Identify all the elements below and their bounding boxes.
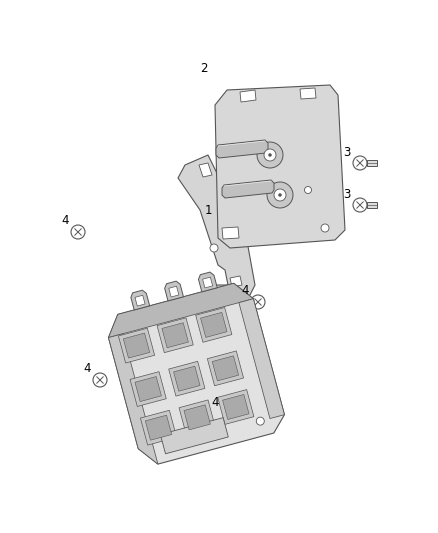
Text: 1: 1: [204, 204, 212, 216]
Text: 4: 4: [241, 284, 249, 296]
Polygon shape: [173, 366, 200, 391]
Polygon shape: [216, 140, 268, 158]
Polygon shape: [198, 272, 217, 292]
Circle shape: [304, 187, 311, 193]
Polygon shape: [178, 155, 255, 295]
Circle shape: [321, 224, 329, 232]
Circle shape: [257, 142, 283, 168]
Polygon shape: [201, 312, 227, 337]
Polygon shape: [184, 405, 210, 430]
Polygon shape: [169, 286, 179, 297]
Polygon shape: [135, 376, 161, 401]
Polygon shape: [157, 318, 193, 353]
Polygon shape: [230, 276, 242, 287]
Polygon shape: [212, 356, 239, 381]
Polygon shape: [162, 323, 188, 348]
Circle shape: [279, 193, 282, 197]
Polygon shape: [240, 90, 256, 102]
Polygon shape: [109, 284, 284, 464]
Polygon shape: [130, 372, 166, 407]
Circle shape: [210, 244, 218, 252]
Polygon shape: [300, 88, 316, 99]
Polygon shape: [124, 333, 150, 358]
Circle shape: [267, 182, 293, 208]
Polygon shape: [131, 290, 150, 310]
Polygon shape: [141, 410, 177, 445]
Circle shape: [274, 189, 286, 201]
Polygon shape: [195, 285, 235, 340]
Circle shape: [264, 149, 276, 161]
Polygon shape: [215, 85, 345, 248]
Polygon shape: [223, 394, 249, 419]
Polygon shape: [109, 334, 158, 464]
FancyBboxPatch shape: [367, 160, 377, 166]
Polygon shape: [199, 163, 212, 177]
Polygon shape: [239, 299, 284, 418]
Polygon shape: [135, 295, 145, 306]
Polygon shape: [145, 415, 172, 440]
Text: 4: 4: [61, 214, 69, 227]
Polygon shape: [218, 390, 254, 424]
Polygon shape: [222, 227, 239, 239]
Text: 3: 3: [343, 189, 351, 201]
Text: 2: 2: [200, 61, 208, 75]
Polygon shape: [160, 418, 228, 454]
Polygon shape: [165, 281, 184, 301]
Circle shape: [256, 417, 264, 425]
Polygon shape: [203, 277, 213, 288]
Text: 4: 4: [83, 361, 91, 375]
FancyBboxPatch shape: [367, 202, 377, 208]
Circle shape: [268, 154, 272, 157]
Text: 3: 3: [343, 147, 351, 159]
Polygon shape: [222, 180, 274, 198]
Polygon shape: [196, 308, 232, 342]
Polygon shape: [118, 328, 155, 363]
Polygon shape: [179, 400, 215, 435]
Polygon shape: [207, 351, 244, 386]
Polygon shape: [109, 284, 253, 337]
Polygon shape: [169, 361, 205, 396]
Text: 4: 4: [211, 397, 219, 409]
